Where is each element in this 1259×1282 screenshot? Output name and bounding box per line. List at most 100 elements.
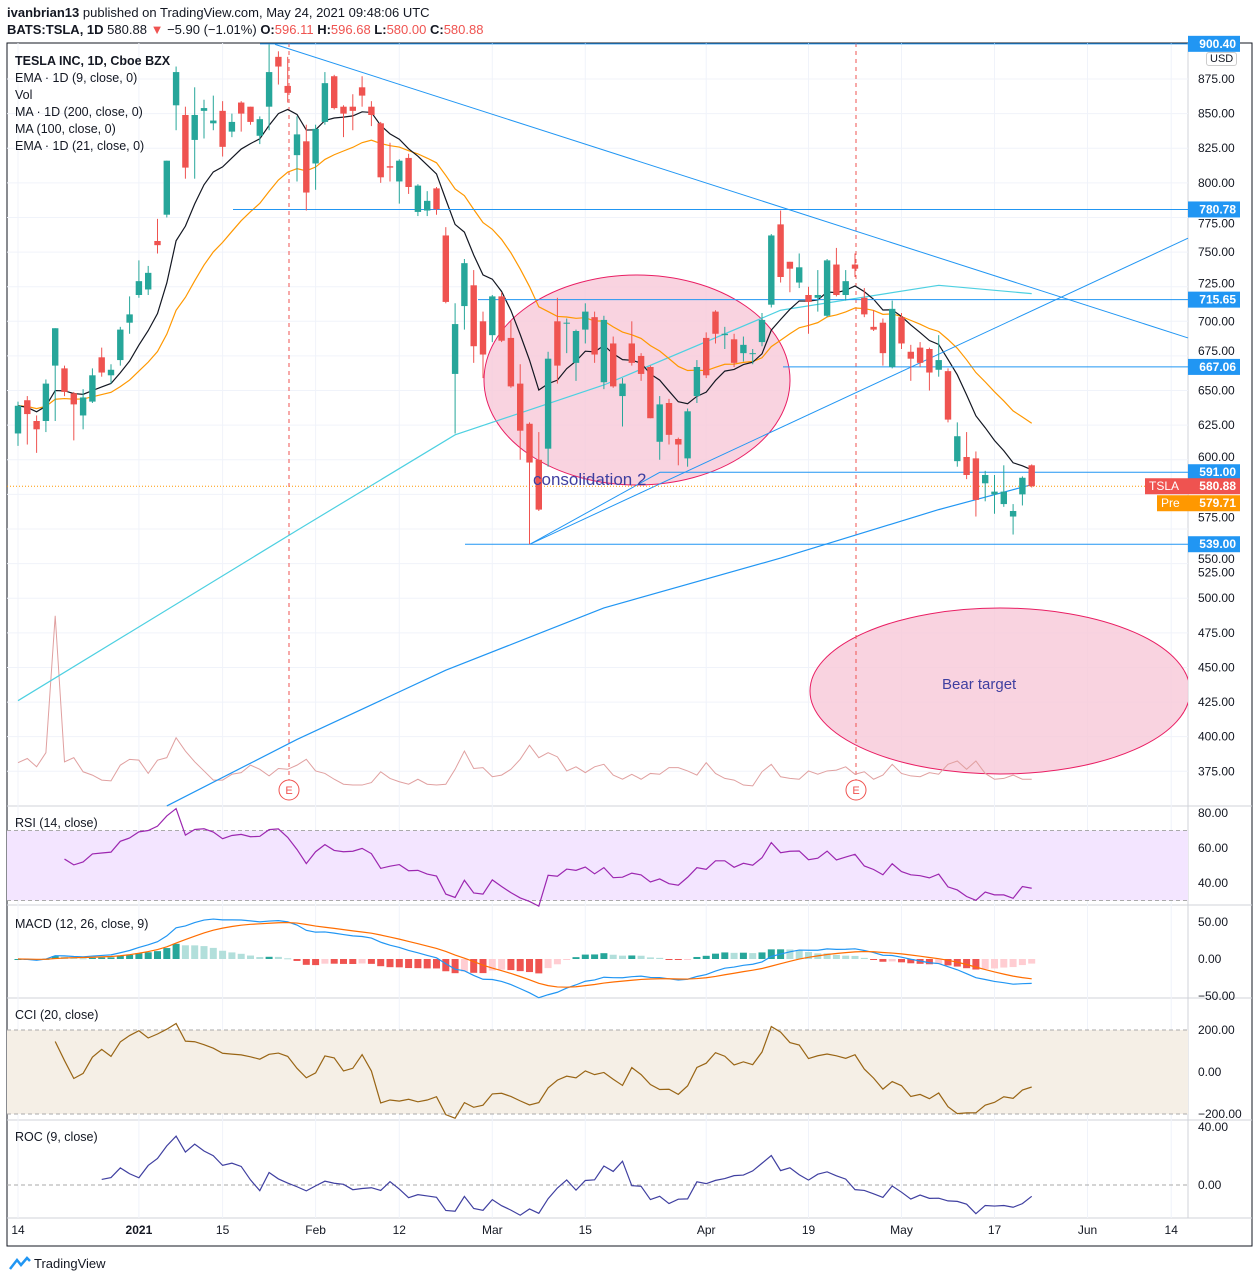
- macd-label[interactable]: MACD (12, 26, close, 9): [15, 917, 149, 931]
- candle-body: [219, 110, 226, 147]
- publish-info: published on TradingView.com, May 24, 20…: [82, 5, 430, 20]
- bear-target-label[interactable]: Bear target: [942, 676, 1017, 693]
- x-tick-label: 17: [988, 1223, 1002, 1237]
- consolidation-label[interactable]: consolidation 2: [533, 470, 647, 489]
- macd-histogram-bar: [302, 959, 310, 965]
- candle-body: [312, 128, 319, 164]
- candle-body: [191, 114, 198, 140]
- candle-body: [861, 297, 868, 315]
- x-tick-label: 19: [802, 1223, 816, 1237]
- candle-body: [507, 337, 515, 387]
- cci-label[interactable]: CCI (20, close): [15, 1008, 99, 1022]
- macd-histogram-bar: [358, 959, 366, 964]
- price-tag-symbol: TSLA: [1149, 479, 1179, 493]
- candle-body: [656, 404, 663, 442]
- rsi-tick-label: 80.00: [1198, 806, 1228, 820]
- legend-ema21[interactable]: EMA · 1D (21, close, 0): [15, 139, 145, 153]
- rsi-label[interactable]: RSI (14, close): [15, 816, 98, 830]
- cci-tick-label: 200.00: [1198, 1023, 1235, 1037]
- macd-histogram-bar: [144, 952, 152, 959]
- publisher[interactable]: ivanbrian13: [7, 5, 80, 20]
- candle-body: [665, 402, 673, 435]
- macd-histogram-bar: [795, 949, 803, 959]
- macd-line: [17, 918, 1032, 999]
- footer-brand[interactable]: TradingView: [34, 1256, 106, 1271]
- x-tick-label: 15: [579, 1223, 593, 1237]
- candle-body: [489, 296, 496, 336]
- high-value: 596.68: [330, 22, 371, 37]
- y-tick-label: 850.00: [1198, 107, 1235, 121]
- macd-histogram-bar: [1028, 959, 1036, 964]
- level-price-label: 780.78: [1199, 202, 1236, 216]
- candle-body: [340, 106, 347, 114]
- x-tick-label: 12: [393, 1223, 407, 1237]
- legend-ema9[interactable]: EMA · 1D (9, close, 0): [15, 71, 138, 85]
- macd-histogram-bar: [460, 959, 468, 972]
- macd-histogram-bar: [665, 959, 673, 960]
- y-tick-label: 575.00: [1198, 510, 1235, 524]
- macd-histogram-bar: [1000, 959, 1008, 968]
- legend-ma200[interactable]: MA · 1D (200, close, 0): [15, 105, 143, 119]
- macd-histogram-bar: [79, 958, 87, 960]
- candle-body: [572, 330, 580, 363]
- macd-histogram-bar: [423, 959, 431, 969]
- macd-histogram-bar: [256, 957, 264, 959]
- macd-histogram-bar: [405, 959, 413, 969]
- candle-body: [963, 456, 970, 475]
- candle-body: [889, 308, 896, 367]
- candle-body: [619, 383, 626, 397]
- macd-histogram-bar: [600, 953, 608, 959]
- candle-body: [470, 285, 477, 347]
- descending-trendline: [274, 43, 1189, 339]
- candle-body: [535, 459, 542, 510]
- roc-tick-label: 0.00: [1198, 1178, 1222, 1192]
- earnings-marker-label: E: [285, 785, 292, 797]
- close-value: 580.88: [443, 22, 484, 37]
- currency-badge[interactable]: USD: [1206, 52, 1238, 66]
- high-label: H:: [317, 22, 331, 37]
- level-price-label: 900.40: [1199, 37, 1236, 51]
- candle-body: [89, 375, 96, 402]
- candle-body: [563, 322, 570, 324]
- macd-histogram-bar: [935, 959, 943, 964]
- y-tick-label: 625.00: [1198, 418, 1235, 432]
- x-tick-label: May: [890, 1223, 913, 1237]
- cci-tick-label: 0.00: [1198, 1065, 1222, 1079]
- roc-tick-label: 40.00: [1198, 1120, 1228, 1134]
- y-tick-label: 450.00: [1198, 660, 1235, 674]
- ma200-line: [166, 484, 1032, 807]
- macd-histogram-bar: [219, 950, 227, 959]
- candle-body: [145, 272, 152, 290]
- candle-body: [637, 355, 645, 374]
- candle-body: [275, 56, 282, 67]
- macd-histogram-bar: [181, 945, 189, 959]
- x-tick-label: 2021: [126, 1223, 153, 1237]
- macd-histogram-bar: [572, 957, 580, 959]
- rsi-tick-label: 40.00: [1198, 876, 1228, 890]
- macd-histogram-bar: [470, 959, 478, 973]
- roc-label[interactable]: ROC (9, close): [15, 1130, 98, 1144]
- macd-histogram-bar: [479, 959, 487, 974]
- ascending-trendline-short: [529, 471, 661, 545]
- candle-body: [442, 235, 449, 302]
- macd-histogram-bar: [395, 959, 403, 968]
- macd-histogram-bar: [312, 959, 320, 966]
- legend-ma100[interactable]: MA (100, close, 0): [15, 122, 116, 136]
- indicator-legend: TESLA INC, 1D, Cboe BZX EMA · 1D (9, clo…: [15, 53, 170, 155]
- legend-vol[interactable]: Vol: [15, 88, 33, 102]
- macd-histogram-bar: [51, 956, 59, 959]
- macd-histogram-bar: [451, 959, 459, 974]
- macd-histogram-bar: [442, 959, 450, 972]
- macd-histogram-bar: [88, 957, 96, 959]
- candle-body: [293, 134, 301, 156]
- candle-body: [907, 351, 914, 359]
- candle-body: [33, 420, 40, 430]
- level-price-tag: [1188, 536, 1240, 553]
- macd-histogram-bar: [98, 957, 106, 959]
- level-price-tag: [1188, 35, 1240, 52]
- candle-body: [256, 119, 263, 136]
- legend-symbol[interactable]: TESLA INC, 1D, Cboe BZX: [15, 54, 171, 68]
- price-tag: [1145, 478, 1240, 495]
